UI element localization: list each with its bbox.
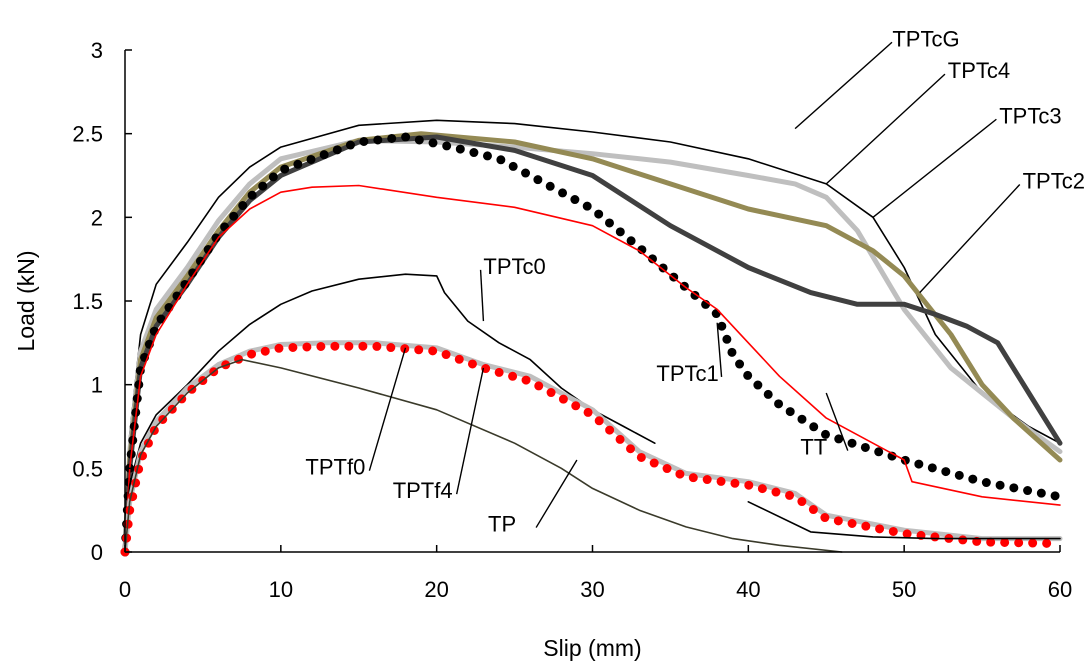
x-tick-label: 30 — [580, 577, 604, 602]
series-label: TPTc1 — [656, 361, 718, 386]
label-leader-line — [825, 392, 849, 451]
y-tick-label: 2.5 — [72, 122, 103, 147]
y-tick-label: 0 — [91, 540, 103, 565]
series-line-tptf0 — [120, 341, 1065, 557]
label-leader-line — [368, 347, 407, 471]
y-tick-label: 2 — [91, 205, 103, 230]
series-line-tptc1 — [120, 132, 1065, 557]
label-leader-line — [794, 41, 893, 130]
series-line-unlabeled-10 — [747, 501, 1061, 540]
x-tick-label: 40 — [736, 577, 760, 602]
x-tick-label: 0 — [119, 577, 131, 602]
series-line-tptf4 — [122, 340, 1063, 555]
label-leader-line — [535, 459, 578, 528]
series-line-tptc2 — [122, 134, 1063, 555]
y-tick-label: 1.5 — [72, 289, 103, 314]
label-leader-line — [919, 184, 1021, 294]
label-leader-line — [825, 73, 946, 185]
label-leader-line — [479, 269, 485, 322]
y-tick-label: 3 — [91, 38, 103, 63]
series-label: TT — [800, 435, 827, 460]
x-tick-label: 20 — [424, 577, 448, 602]
series-line-tt — [124, 184, 1061, 553]
series-label: TPTc3 — [999, 103, 1061, 128]
series-label: TPTf0 — [305, 455, 365, 480]
label-leader-line — [455, 367, 485, 495]
series-label: TP — [488, 512, 516, 537]
series-labels: TPTcGTPTc4TPTc3TPTc2TPTc0TPTc1TTTPTf0TPT… — [305, 26, 1085, 536]
series-line-tptc0 — [124, 273, 656, 553]
y-tick-label: 1 — [91, 373, 103, 398]
series-label: TPTc2 — [1023, 169, 1085, 194]
series-label: TPTc0 — [483, 254, 545, 279]
series-label: TPTc4 — [948, 58, 1010, 83]
x-tick-label: 10 — [269, 577, 293, 602]
x-axis-title: Slip (mm) — [543, 635, 641, 661]
x-tick-label: 60 — [1048, 577, 1072, 602]
y-tick-label: 0.5 — [72, 456, 103, 481]
series-label: TPTcG — [892, 26, 959, 51]
label-leader-line — [716, 322, 723, 378]
series-label: TPTf4 — [393, 478, 453, 503]
y-axis-title: Load (kN) — [13, 251, 39, 352]
x-tick-label: 50 — [892, 577, 916, 602]
series-line-tp — [124, 358, 843, 553]
series-layer — [120, 119, 1065, 557]
label-leader-line — [872, 118, 997, 218]
ticks: 0 10 20 30 40 50 60 0 0.5 1 1.5 2 2.5 3 — [72, 38, 1072, 602]
